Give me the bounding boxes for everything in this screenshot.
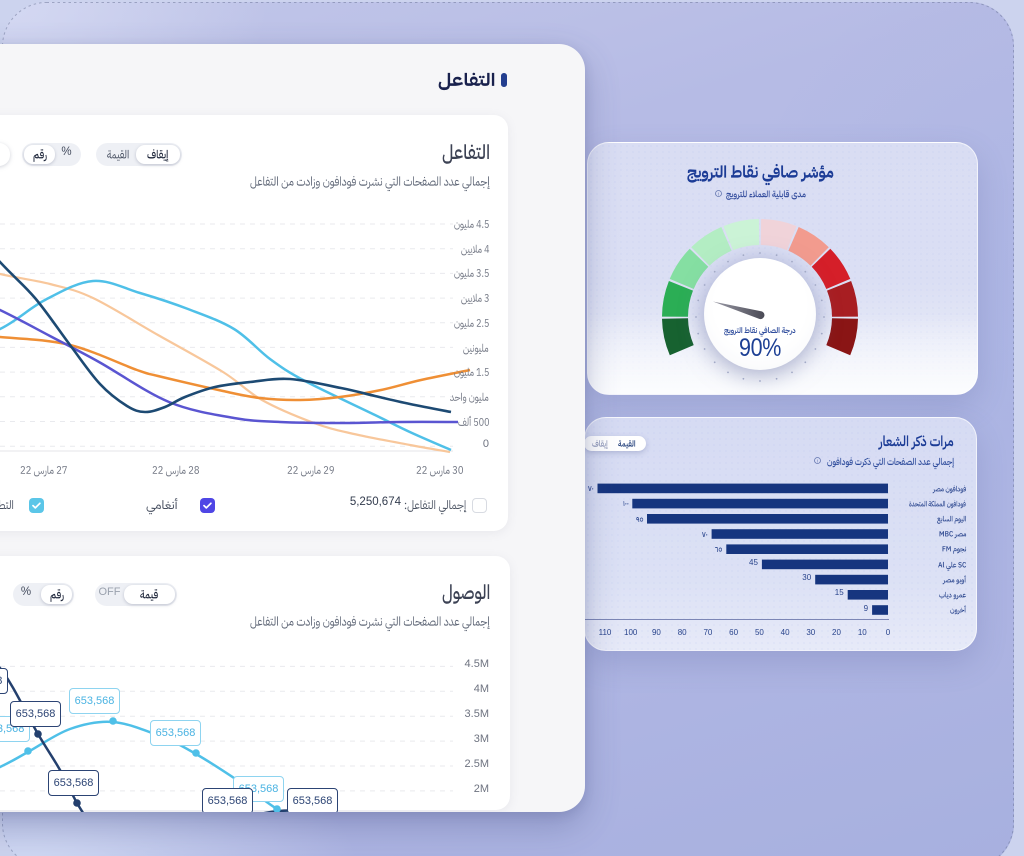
svg-text:i: i [817, 459, 819, 464]
svg-text:i: i [718, 192, 720, 197]
